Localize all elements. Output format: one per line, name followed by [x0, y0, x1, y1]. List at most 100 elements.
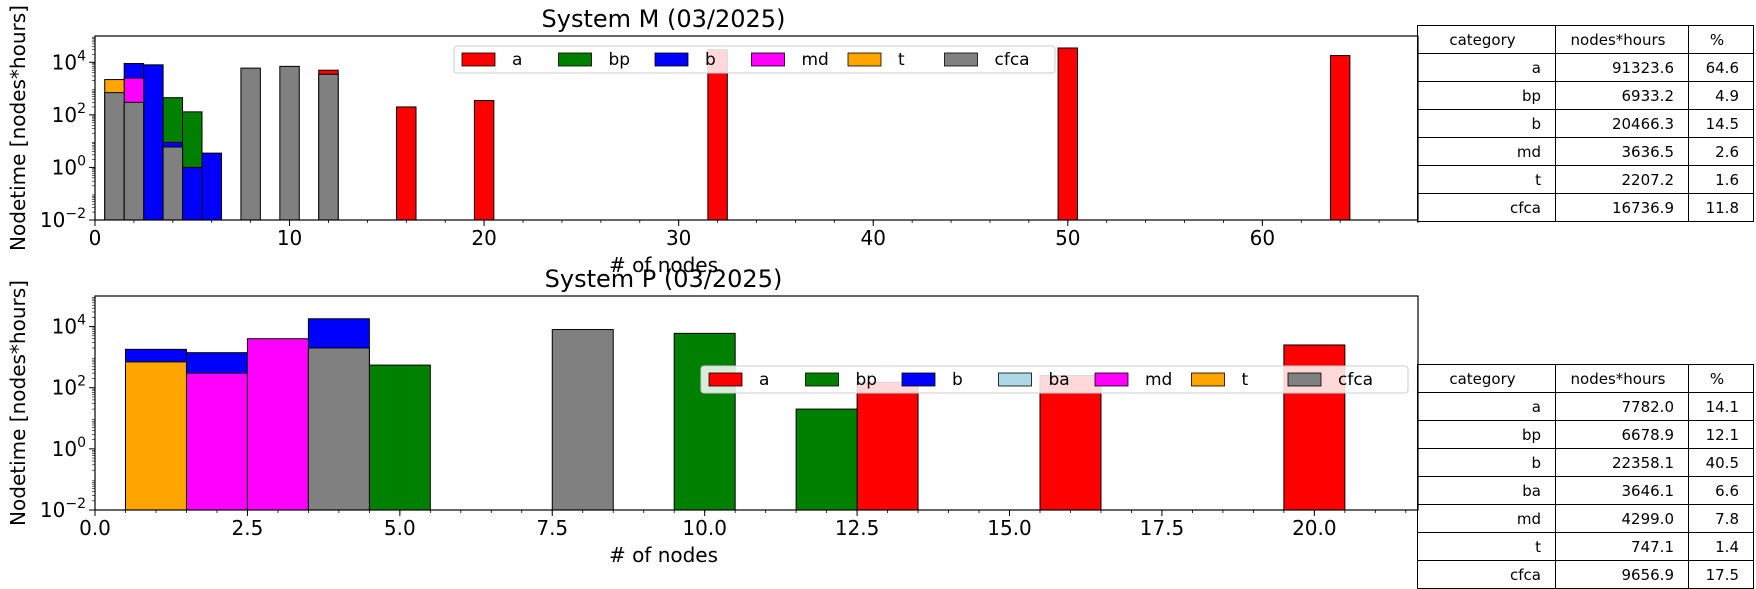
- table-cell-percent: 40.5: [1688, 448, 1754, 477]
- legend-label-cfca: cfca: [995, 50, 1030, 70]
- table-cell-percent: 2.6: [1688, 137, 1754, 166]
- y-tick-label: 102: [52, 374, 86, 400]
- table-row: a 91323.6 64.6: [1417, 53, 1754, 82]
- x-tick-label: 7.5: [536, 516, 568, 540]
- legend-label-bp: bp: [609, 50, 631, 70]
- bar-a: [1039, 375, 1102, 511]
- legend-label-bp: bp: [856, 370, 878, 390]
- x-tick-label: 17.5: [1140, 516, 1185, 540]
- table-cell-nodes-hours: 2207.2: [1555, 165, 1689, 194]
- bar-b: [201, 152, 222, 221]
- table-cell-category: t: [1417, 532, 1556, 561]
- table-header-nodes-hours: nodes*hours: [1555, 25, 1689, 54]
- x-tick-label: 60: [1250, 226, 1275, 250]
- legend-swatch-b: [654, 52, 689, 67]
- bar-bp: [795, 408, 858, 511]
- table-cell-percent: 6.6: [1688, 476, 1754, 505]
- x-tick-label: 50: [1055, 226, 1080, 250]
- table-cell-category: b: [1417, 109, 1556, 138]
- table-row: a 7782.0 14.1: [1417, 392, 1754, 421]
- legend-label-b: b: [952, 370, 963, 390]
- x-tick-label: 10.0: [682, 516, 727, 540]
- legend-label-md: md: [802, 50, 829, 70]
- table-row: md 3636.5 2.6: [1417, 137, 1754, 166]
- table-row: bp 6678.9 12.1: [1417, 420, 1754, 449]
- x-axis-label: # of nodes: [609, 543, 718, 567]
- table-cell-nodes-hours: 9656.9: [1555, 560, 1689, 589]
- table-cell-percent: 4.9: [1688, 81, 1754, 110]
- table-cell-nodes-hours: 4299.0: [1555, 504, 1689, 533]
- x-tick-label: 2.5: [232, 516, 264, 540]
- x-tick-label: 5.0: [384, 516, 416, 540]
- table-cell-nodes-hours: 7782.0: [1555, 392, 1689, 421]
- x-tick-label: 30: [666, 226, 691, 250]
- legend-box: [700, 365, 1409, 394]
- bar-a: [1057, 47, 1079, 221]
- bar-a: [473, 100, 495, 221]
- bar-cfca: [551, 329, 614, 511]
- bar-cfca: [123, 101, 145, 221]
- summary-table-system-m: category nodes*hours % a 91323.6 64.6 bp 69…: [1417, 25, 1754, 222]
- table-cell-category: a: [1417, 53, 1556, 82]
- bar-md: [246, 338, 309, 511]
- chart-title: System M (03/2025): [542, 5, 786, 33]
- chart-1: 0.0 2.5 5.0 7.5 10.0 12.5 15.0 17.5 20.0 10−2 100 1…: [6, 265, 1419, 567]
- x-tick-label: 20: [471, 226, 496, 250]
- table-header-nodes-hours: nodes*hours: [1555, 364, 1689, 393]
- bar-bp: [368, 364, 431, 511]
- bar-md: [185, 372, 248, 511]
- table-cell-category: md: [1417, 137, 1556, 166]
- legend-swatch-ba: [998, 372, 1032, 387]
- x-tick-label: 10: [277, 226, 302, 250]
- table-header-row: category nodes*hours %: [1417, 364, 1754, 393]
- x-tick-label: 40: [861, 226, 886, 250]
- table-cell-percent: 12.1: [1688, 420, 1754, 449]
- table-cell-percent: 14.5: [1688, 109, 1754, 138]
- table-row: t 747.1 1.4: [1417, 532, 1754, 561]
- x-tick-label: 15.0: [987, 516, 1032, 540]
- bar-cfca: [318, 73, 339, 221]
- y-tick-label: 10−2: [40, 206, 86, 232]
- bar-cfca: [104, 92, 125, 221]
- bar-cfca: [307, 347, 370, 511]
- table-cell-category: bp: [1417, 420, 1556, 449]
- legend-swatch-t: [847, 52, 882, 67]
- table-cell-percent: 14.1: [1688, 392, 1754, 421]
- bar-cfca: [279, 65, 300, 221]
- legend-label-t: t: [898, 50, 905, 70]
- table-cell-percent: 17.5: [1688, 560, 1754, 589]
- table-header-percent: %: [1688, 364, 1754, 393]
- legend-label-md: md: [1145, 370, 1172, 390]
- chart-title: System P (03/2025): [545, 265, 783, 293]
- x-tick-label: 12.5: [835, 516, 880, 540]
- table-cell-percent: 64.6: [1688, 53, 1754, 82]
- legend-swatch-md: [1094, 372, 1129, 387]
- table-cell-nodes-hours: 6933.2: [1555, 81, 1689, 110]
- legend-swatch-md: [751, 52, 785, 67]
- legend-label-t: t: [1242, 370, 1249, 390]
- table-cell-percent: 1.6: [1688, 165, 1754, 194]
- bar-cfca: [162, 146, 184, 221]
- table-cell-category: bp: [1417, 81, 1556, 110]
- y-axis-label: Nodetime [nodes*hours]: [6, 280, 30, 526]
- y-tick-label: 10−2: [40, 496, 86, 522]
- table-cell-percent: 7.8: [1688, 504, 1754, 533]
- table-cell-percent: 11.8: [1688, 193, 1754, 222]
- table-cell-category: a: [1417, 392, 1556, 421]
- bar-cfca: [240, 67, 261, 221]
- x-axis-label: # of nodes: [609, 253, 718, 277]
- table-cell-nodes-hours: 6678.9: [1555, 420, 1689, 449]
- table-cell-category: b: [1417, 448, 1556, 477]
- table-cell-nodes-hours: 3646.1: [1555, 476, 1689, 505]
- table-cell-nodes-hours: 20466.3: [1555, 109, 1689, 138]
- table-cell-category: cfca: [1417, 560, 1556, 589]
- table-cell-nodes-hours: 747.1: [1555, 532, 1689, 561]
- legend-label-a: a: [759, 370, 769, 390]
- bar-b: [143, 64, 164, 221]
- table-row: md 4299.0 7.8: [1417, 504, 1754, 533]
- y-tick-label: 104: [52, 48, 86, 74]
- legend-label-b: b: [705, 50, 716, 70]
- y-tick-label: 104: [52, 313, 86, 339]
- legend-swatch-cfca: [1287, 372, 1322, 387]
- x-tick-label: 0: [89, 226, 102, 250]
